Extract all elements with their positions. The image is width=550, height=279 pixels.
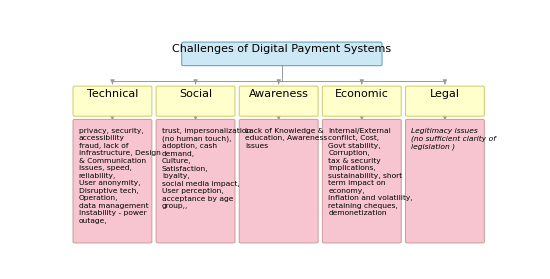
FancyBboxPatch shape <box>239 86 318 116</box>
FancyBboxPatch shape <box>239 119 318 243</box>
Text: Legitimacy issues
(no sufficient clarity of
legislation ): Legitimacy issues (no sufficient clarity… <box>411 128 496 150</box>
FancyBboxPatch shape <box>405 86 485 116</box>
Text: Lack of Knowledge &
education, Awareness
issues: Lack of Knowledge & education, Awareness… <box>245 128 327 149</box>
FancyBboxPatch shape <box>405 119 485 243</box>
Text: Awareness: Awareness <box>249 89 309 99</box>
FancyBboxPatch shape <box>322 86 401 116</box>
Text: Economic: Economic <box>335 89 389 99</box>
Text: Challenges of Digital Payment Systems: Challenges of Digital Payment Systems <box>172 44 392 54</box>
Text: Internal/External
conflict, Cost,
Govt stability,
Corruption,
tax & security
imp: Internal/External conflict, Cost, Govt s… <box>328 128 413 216</box>
FancyBboxPatch shape <box>156 119 235 243</box>
FancyBboxPatch shape <box>156 86 235 116</box>
FancyBboxPatch shape <box>322 119 401 243</box>
Text: privacy, security,
accessibility
fraud, lack of
infrastructure, Design
& Communi: privacy, security, accessibility fraud, … <box>79 128 161 224</box>
Text: Technical: Technical <box>87 89 138 99</box>
FancyBboxPatch shape <box>73 119 152 243</box>
Text: Social: Social <box>179 89 212 99</box>
Text: Legal: Legal <box>430 89 460 99</box>
FancyBboxPatch shape <box>73 86 152 116</box>
FancyBboxPatch shape <box>182 42 382 66</box>
Text: trust, impersonalization
(no human touch),
adoption, cash
demand,
Culture,
Satis: trust, impersonalization (no human touch… <box>162 128 251 209</box>
